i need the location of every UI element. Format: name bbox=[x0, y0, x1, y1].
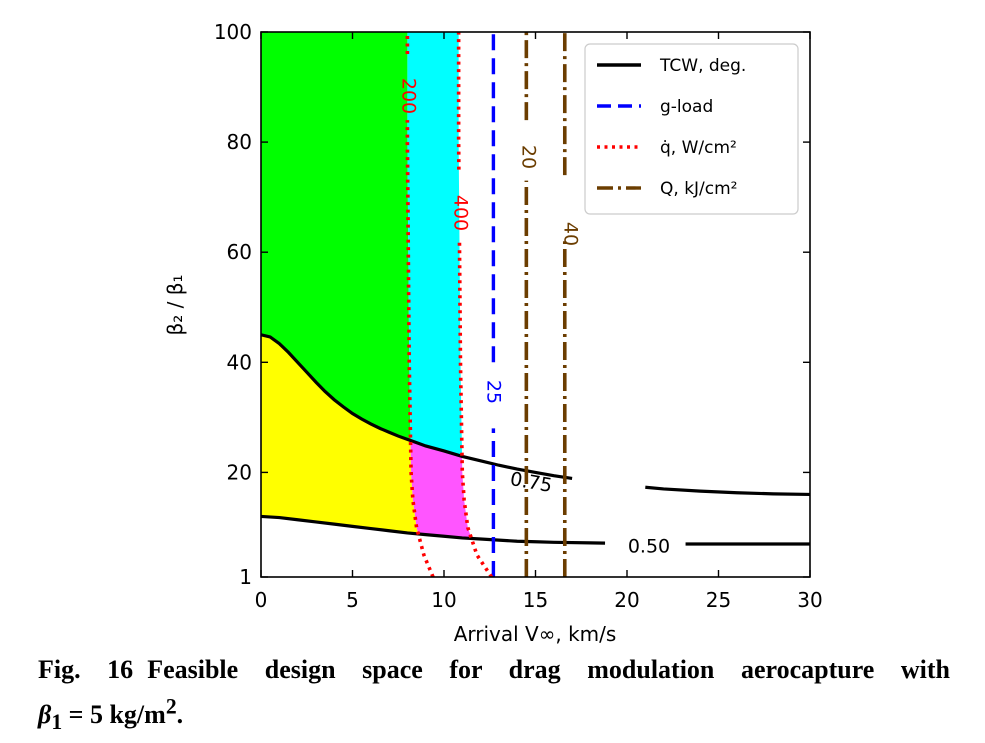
caption-beta-symbol: β bbox=[38, 699, 52, 729]
caption-beta-value: = 5 kg/m bbox=[62, 699, 166, 729]
series-line-TCW-0.50-part1 bbox=[261, 514, 606, 545]
y-tick-label-20: 20 bbox=[227, 460, 252, 484]
caption-beta-subscript: 1 bbox=[51, 709, 63, 734]
contour-label-heat-load-20: 20 bbox=[518, 145, 540, 169]
caption-text: Feasible design space for drag modulatio… bbox=[147, 655, 950, 684]
caption-end: . bbox=[176, 699, 184, 729]
x-tick-label-15: 15 bbox=[523, 588, 548, 612]
feasible-regions bbox=[261, 32, 472, 539]
series-line-heat-rate-400-part1 bbox=[457, 241, 494, 577]
y-tick-label-80: 80 bbox=[227, 130, 252, 154]
caption-figure-number: Fig. 16 bbox=[38, 655, 134, 684]
contour-label-heat-load-40: 40 bbox=[560, 222, 582, 246]
x-tick-label-5: 5 bbox=[346, 588, 359, 612]
contour-label-TCW-0.75: 0.75 bbox=[508, 468, 553, 497]
y-tick-label-100: 100 bbox=[214, 20, 252, 44]
caption-line-1: Fig. 16 Feasible design space for drag mo… bbox=[38, 652, 950, 688]
legend-label-1: TCW, deg. bbox=[659, 56, 746, 76]
region-magenta bbox=[410, 440, 472, 539]
contour-labels: 0.75 0.50 25 200 400 20 40 bbox=[398, 78, 671, 558]
x-tick-label-20: 20 bbox=[614, 588, 639, 612]
legend-label-4: Q, kJ/cm² bbox=[660, 179, 738, 199]
contour-label-TCW-0.50: 0.50 bbox=[628, 536, 670, 558]
region-green bbox=[261, 32, 411, 441]
x-tick-label-30: 30 bbox=[797, 588, 822, 612]
legend-label-3: q̇, W/cm² bbox=[660, 138, 737, 158]
y-tick-label-1: 1 bbox=[239, 565, 252, 589]
x-tick-label-10: 10 bbox=[431, 588, 456, 612]
contour-label-heat-rate-400: 400 bbox=[450, 195, 472, 231]
x-tick-label-25: 25 bbox=[706, 588, 731, 612]
caption-unit-exponent: 2 bbox=[165, 694, 177, 718]
y-tick-label-40: 40 bbox=[227, 350, 252, 374]
x-axis-ticks: 0 5 10 15 20 25 30 bbox=[255, 32, 823, 612]
caption-line-2: β1 = 5 kg/m2. bbox=[38, 694, 184, 734]
x-tick-label-0: 0 bbox=[255, 588, 268, 612]
series-line-heat-rate-200-part1 bbox=[405, 120, 435, 577]
y-axis-ticks: 1 20 40 60 80 100 bbox=[214, 20, 810, 589]
y-axis-title: β₂ / β₁ bbox=[163, 274, 187, 335]
y-tick-label-60: 60 bbox=[227, 240, 252, 264]
contour-lines bbox=[261, 32, 810, 577]
legend-box bbox=[584, 43, 799, 215]
region-cyan bbox=[407, 32, 463, 457]
contour-label-g-load-25: 25 bbox=[483, 380, 505, 404]
x-axis-title: Arrival V∞, km/s bbox=[454, 622, 617, 646]
series-line-TCW-0.75-part1 bbox=[261, 333, 573, 481]
legend: TCW, deg. g-load q̇, W/cm² Q, kJ/cm² bbox=[584, 43, 799, 215]
figure-caption: Fig. 16 Feasible design space for drag mo… bbox=[38, 652, 950, 740]
contour-label-heat-rate-200: 200 bbox=[398, 78, 420, 114]
chart: 0.75 0.50 25 200 400 20 40 0 5 10 15 20 25 30 1 20 40 6… bbox=[163, 20, 823, 646]
region-yellow bbox=[261, 334, 419, 534]
series-line-TCW-0.75-part2 bbox=[645, 485, 810, 497]
legend-label-2: g-load bbox=[660, 97, 713, 117]
